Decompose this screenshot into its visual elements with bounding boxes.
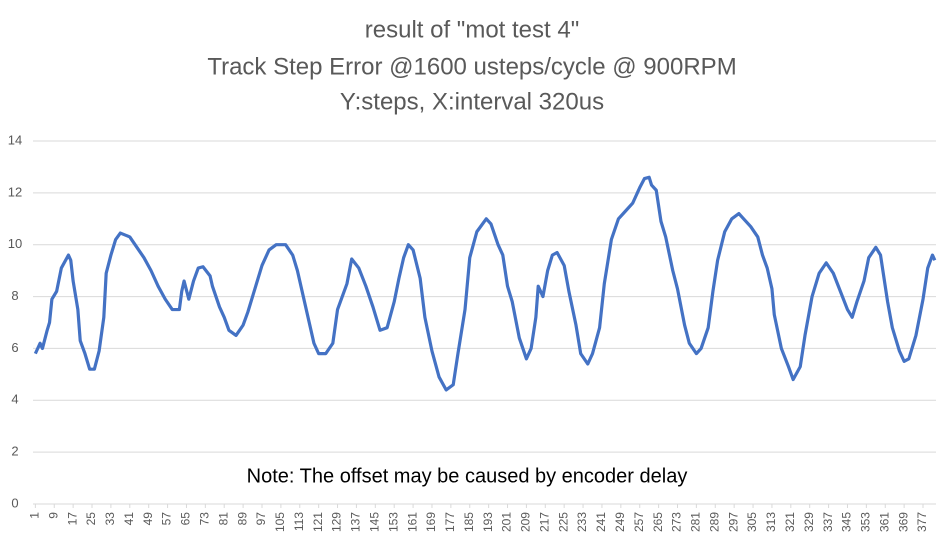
x-tick-label: 361	[877, 512, 891, 532]
x-tick-label: 81	[216, 512, 230, 526]
x-tick-label: 257	[632, 512, 646, 532]
x-tick-label: 177	[443, 512, 457, 532]
x-tick-label: 305	[745, 512, 759, 532]
annotation: Note: The offset may be caused by encode…	[247, 465, 688, 487]
x-tick-label: 345	[840, 512, 854, 532]
x-tick-label: 289	[707, 512, 721, 532]
x-tick-label: 273	[670, 512, 684, 532]
x-tick-label: 369	[896, 512, 910, 532]
y-tick-label: 8	[11, 288, 18, 303]
x-tick-label: 41	[122, 512, 136, 526]
x-tick-label: 233	[575, 512, 589, 532]
x-tick-label: 97	[254, 512, 268, 526]
chart-title: result of "mot test 4"	[365, 16, 579, 43]
x-tick-label: 17	[65, 512, 79, 526]
x-tick-label: 105	[273, 512, 287, 532]
x-tick-label: 89	[235, 512, 249, 526]
x-tick-label: 225	[556, 512, 570, 532]
x-tick-label: 281	[689, 512, 703, 532]
y-tick-label: 0	[11, 495, 18, 510]
x-tick-label: 313	[764, 512, 778, 532]
x-tick-label: 49	[141, 512, 155, 526]
x-tick-label: 1	[28, 512, 42, 519]
x-tick-label: 193	[481, 512, 495, 532]
chart-title: Track Step Error @1600 usteps/cycle @ 90…	[207, 53, 736, 80]
x-tick-label: 121	[311, 512, 325, 532]
x-tick-label: 249	[613, 512, 627, 532]
x-tick-label: 25	[84, 512, 98, 526]
x-tick-label: 329	[802, 512, 816, 532]
x-tick-label: 201	[500, 512, 514, 532]
x-tick-label: 337	[821, 512, 835, 532]
y-tick-label: 4	[11, 392, 18, 407]
x-tick-label: 321	[783, 512, 797, 532]
x-tick-label: 33	[103, 512, 117, 526]
y-tick-label: 10	[8, 236, 22, 251]
x-tick-label: 241	[594, 512, 608, 532]
y-tick-label: 6	[11, 340, 18, 355]
y-tick-label: 2	[11, 444, 18, 459]
x-tick-label: 353	[859, 512, 873, 532]
x-tick-label: 137	[349, 512, 363, 532]
x-tick-label: 9	[46, 512, 60, 519]
x-tick-label: 57	[160, 512, 174, 526]
x-tick-label: 129	[330, 512, 344, 532]
x-tick-label: 145	[367, 512, 381, 532]
x-tick-label: 377	[915, 512, 929, 532]
x-tick-label: 169	[424, 512, 438, 532]
x-tick-label: 209	[519, 512, 533, 532]
x-tick-label: 73	[198, 512, 212, 526]
x-tick-label: 217	[537, 512, 551, 532]
x-tick-label: 65	[179, 512, 193, 526]
y-tick-label: 14	[8, 132, 22, 147]
data-line	[33, 175, 937, 392]
chart-title: Y:steps, X:interval 320us	[340, 88, 604, 115]
x-tick-label: 113	[292, 512, 306, 531]
x-tick-label: 297	[726, 512, 740, 532]
x-tick-label: 161	[405, 512, 419, 532]
y-tick-label: 12	[8, 184, 22, 199]
x-tick-label: 265	[651, 512, 665, 532]
x-tick-label: 185	[462, 512, 476, 532]
x-tick-label: 153	[386, 512, 400, 532]
